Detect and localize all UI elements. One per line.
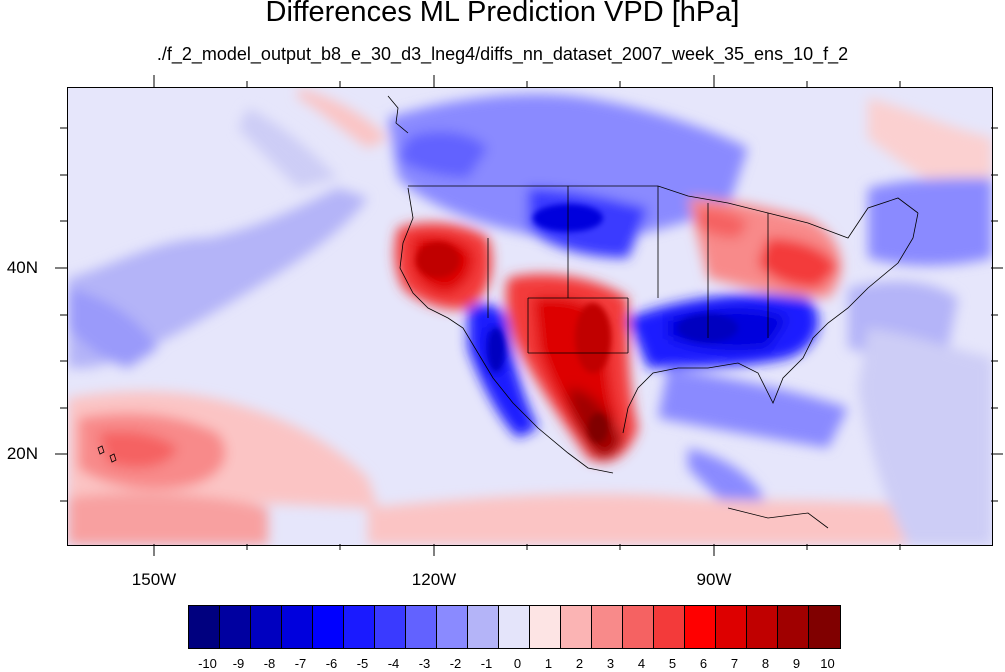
colorbar-label: 4 (637, 656, 646, 671)
colorbar-swatch (530, 606, 561, 648)
colorbar-swatch (251, 606, 282, 648)
colorbar-label: -2 (449, 656, 462, 671)
colorbar-swatch (592, 606, 623, 648)
colorbar-label: 8 (761, 656, 770, 671)
colorbar-swatch (561, 606, 592, 648)
colorbar-label: 10 (820, 656, 835, 671)
colorbar-swatch (685, 606, 716, 648)
colorbar-swatch (375, 606, 406, 648)
lat-label-20n: 20N (6, 444, 38, 463)
colorbar-swatch (654, 606, 685, 648)
map-title: Differences ML Prediction VPD [hPa] (265, 0, 740, 28)
colorbar-swatch (437, 606, 468, 648)
lon-label-90w: 90W (696, 570, 732, 589)
colorbar-swatch (747, 606, 778, 648)
colorbar-swatch (499, 606, 530, 648)
colorbar-label: 2 (575, 656, 584, 671)
colorbar-swatch (344, 606, 375, 648)
coastline-borders (97, 95, 919, 529)
colorbar-label: 9 (792, 656, 801, 671)
colorbar-label: -7 (294, 656, 307, 671)
colorbar-label: -1 (480, 656, 493, 671)
colorbar-labels: -10 -9 -8 -7 -6 -5 -4 -3 -2 -1 0 1 2 3 4 5 6 7 8 9 10 (0, 656, 1005, 672)
colorbar-label: 6 (699, 656, 708, 671)
colorbar-label: -8 (263, 656, 276, 671)
colorbar-label: 1 (544, 656, 553, 671)
lon-label-120w: 120W (411, 570, 457, 589)
colorbar-label: 0 (513, 656, 522, 671)
colorbar-swatch (189, 606, 220, 648)
colorbar-label: -4 (387, 656, 400, 671)
colorbar-swatch (282, 606, 313, 648)
colorbar-label: -3 (418, 656, 431, 671)
colorbar-swatch (220, 606, 251, 648)
colorbar-swatch (809, 606, 840, 648)
lon-label-150w: 150W (131, 570, 177, 589)
colorbar-swatch (468, 606, 499, 648)
colorbar (188, 605, 841, 649)
colorbar-label: -5 (356, 656, 369, 671)
colorbar-label: 3 (606, 656, 615, 671)
colorbar-label: 7 (730, 656, 739, 671)
colorbar-swatch (406, 606, 437, 648)
map-subtitle: ./f_2_model_output_b8_e_30_d3_lneg4/diff… (156, 44, 849, 64)
vpd-difference-map (67, 87, 993, 546)
colorbar-label: -6 (325, 656, 338, 671)
colorbar-swatch (313, 606, 344, 648)
colorbar-swatch (716, 606, 747, 648)
colorbar-label: -10 (198, 656, 217, 671)
colorbar-label: -9 (232, 656, 245, 671)
lat-label-40n: 40N (6, 258, 38, 277)
colorbar-swatch (778, 606, 809, 648)
colorbar-label: 5 (668, 656, 677, 671)
colorbar-swatch (623, 606, 654, 648)
